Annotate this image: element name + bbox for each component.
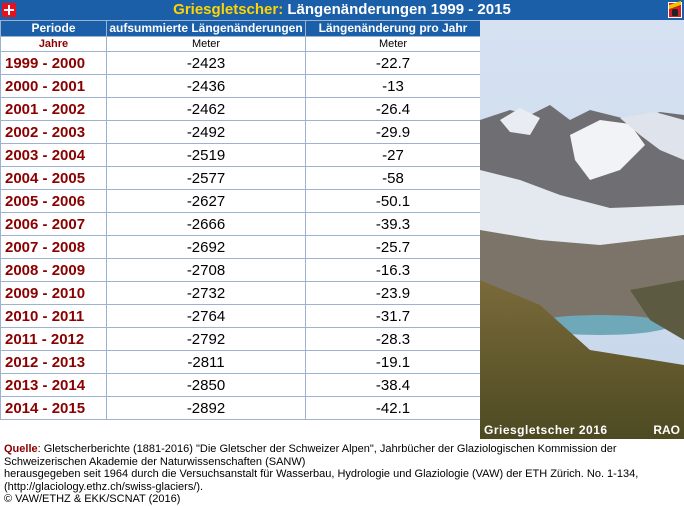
annual-cell: -50.1 (305, 189, 481, 213)
annual-cell: -31.7 (305, 304, 481, 328)
period-cell: 2013 - 2014 (0, 373, 107, 397)
source-label: Quelle (4, 443, 38, 455)
header-annual: Längenänderung pro Jahr (305, 20, 481, 37)
cumulative-cell: -2811 (106, 350, 306, 374)
source-line-3: © VAW/ETHZ & EKK/SCNAT (2016) (4, 493, 181, 505)
cumulative-cell: -2692 (106, 235, 306, 259)
cumulative-cell: -2577 (106, 166, 306, 190)
cumulative-cell: -2764 (106, 304, 306, 328)
period-cell: 2006 - 2007 (0, 212, 107, 236)
cumulative-cell: -2892 (106, 396, 306, 420)
header-cumulative: aufsummierte Längenänderungen (106, 20, 306, 37)
cumulative-cell: -2423 (106, 51, 306, 75)
annual-cell: -16.3 (305, 258, 481, 282)
period-cell: 2010 - 2011 (0, 304, 107, 328)
table-row: 2002 - 2003 -2492 -29.9 (0, 120, 481, 144)
table-row: 2011 - 2012 -2792 -28.3 (0, 327, 481, 351)
period-cell: 2004 - 2005 (0, 166, 107, 190)
cumulative-cell: -2462 (106, 97, 306, 121)
annual-cell: -19.1 (305, 350, 481, 374)
annual-cell: -58 (305, 166, 481, 190)
cumulative-cell: -2436 (106, 74, 306, 98)
source-note: Quelle: Gletscherberichte (1881-2016) "D… (4, 443, 680, 506)
source-line-1: : Gletscherberichte (1881-2016) "Die Gle… (4, 443, 617, 468)
period-cell: 2008 - 2009 (0, 258, 107, 282)
length-change-table: Periode aufsummierte Längenänderungen Lä… (0, 20, 481, 420)
table-row: 2008 - 2009 -2708 -16.3 (0, 258, 481, 282)
table-row: 1999 - 2000 -2423 -22.7 (0, 51, 481, 75)
cumulative-cell: -2627 (106, 189, 306, 213)
annual-cell: -39.3 (305, 212, 481, 236)
title-subject: Längenänderungen 1999 - 2015 (287, 1, 511, 18)
table-row: 2000 - 2001 -2436 -13 (0, 74, 481, 98)
period-cell: 2000 - 2001 (0, 74, 107, 98)
period-cell: 2003 - 2004 (0, 143, 107, 167)
period-cell: 1999 - 2000 (0, 51, 107, 75)
annual-cell: -28.3 (305, 327, 481, 351)
annual-cell: -26.4 (305, 97, 481, 121)
table-row: 2005 - 2006 -2627 -50.1 (0, 189, 481, 213)
photo-credit: RAO (653, 423, 680, 437)
cumulative-cell: -2666 (106, 212, 306, 236)
cumulative-cell: -2792 (106, 327, 306, 351)
cumulative-cell: -2519 (106, 143, 306, 167)
unit-period: Jahre (0, 36, 107, 52)
annual-cell: -29.9 (305, 120, 481, 144)
table-row: 2004 - 2005 -2577 -58 (0, 166, 481, 190)
cumulative-cell: -2492 (106, 120, 306, 144)
table-row: 2014 - 2015 -2892 -42.1 (0, 396, 481, 420)
table-row: 2003 - 2004 -2519 -27 (0, 143, 481, 167)
title-bar: Griesgletscher: Längenänderungen 1999 - … (0, 0, 684, 20)
annual-cell: -25.7 (305, 235, 481, 259)
source-line-2: herausgegeben seit 1964 durch die Versuc… (4, 468, 639, 493)
period-cell: 2011 - 2012 (0, 327, 107, 351)
unit-cumulative: Meter (106, 36, 306, 52)
period-cell: 2012 - 2013 (0, 350, 107, 374)
table-row: 2010 - 2011 -2764 -31.7 (0, 304, 481, 328)
annual-cell: -22.7 (305, 51, 481, 75)
table-row: 2009 - 2010 -2732 -23.9 (0, 281, 481, 305)
page-title: Griesgletscher: Längenänderungen 1999 - … (0, 1, 684, 19)
annual-cell: -13 (305, 74, 481, 98)
cumulative-cell: -2850 (106, 373, 306, 397)
unit-annual: Meter (305, 36, 481, 52)
period-cell: 2009 - 2010 (0, 281, 107, 305)
period-cell: 2002 - 2003 (0, 120, 107, 144)
table-row: 2013 - 2014 -2850 -38.4 (0, 373, 481, 397)
cumulative-cell: -2708 (106, 258, 306, 282)
annual-cell: -27 (305, 143, 481, 167)
period-cell: 2014 - 2015 (0, 396, 107, 420)
swiss-flag-icon (2, 3, 16, 17)
period-cell: 2001 - 2002 (0, 97, 107, 121)
annual-cell: -23.9 (305, 281, 481, 305)
bern-coat-of-arms-icon (668, 2, 682, 18)
annual-cell: -42.1 (305, 396, 481, 420)
annual-cell: -38.4 (305, 373, 481, 397)
photo-caption: Griesgletscher 2016 (484, 423, 608, 437)
table-row: 2012 - 2013 -2811 -19.1 (0, 350, 481, 374)
table-row: 2007 - 2008 -2692 -25.7 (0, 235, 481, 259)
glacier-photo: Griesgletscher 2016 RAO (480, 20, 684, 439)
period-cell: 2005 - 2006 (0, 189, 107, 213)
header-period: Periode (0, 20, 107, 37)
table-row: 2006 - 2007 -2666 -39.3 (0, 212, 481, 236)
cumulative-cell: -2732 (106, 281, 306, 305)
table-row: 2001 - 2002 -2462 -26.4 (0, 97, 481, 121)
period-cell: 2007 - 2008 (0, 235, 107, 259)
glacier-name: Griesgletscher: (173, 1, 284, 18)
